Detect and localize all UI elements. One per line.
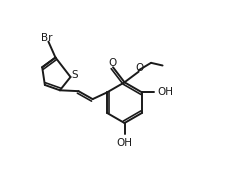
Text: O: O <box>108 58 116 68</box>
Text: OH: OH <box>116 138 132 148</box>
Text: S: S <box>71 70 77 80</box>
Text: O: O <box>135 64 143 73</box>
Text: OH: OH <box>156 87 172 97</box>
Text: Br: Br <box>41 33 52 43</box>
